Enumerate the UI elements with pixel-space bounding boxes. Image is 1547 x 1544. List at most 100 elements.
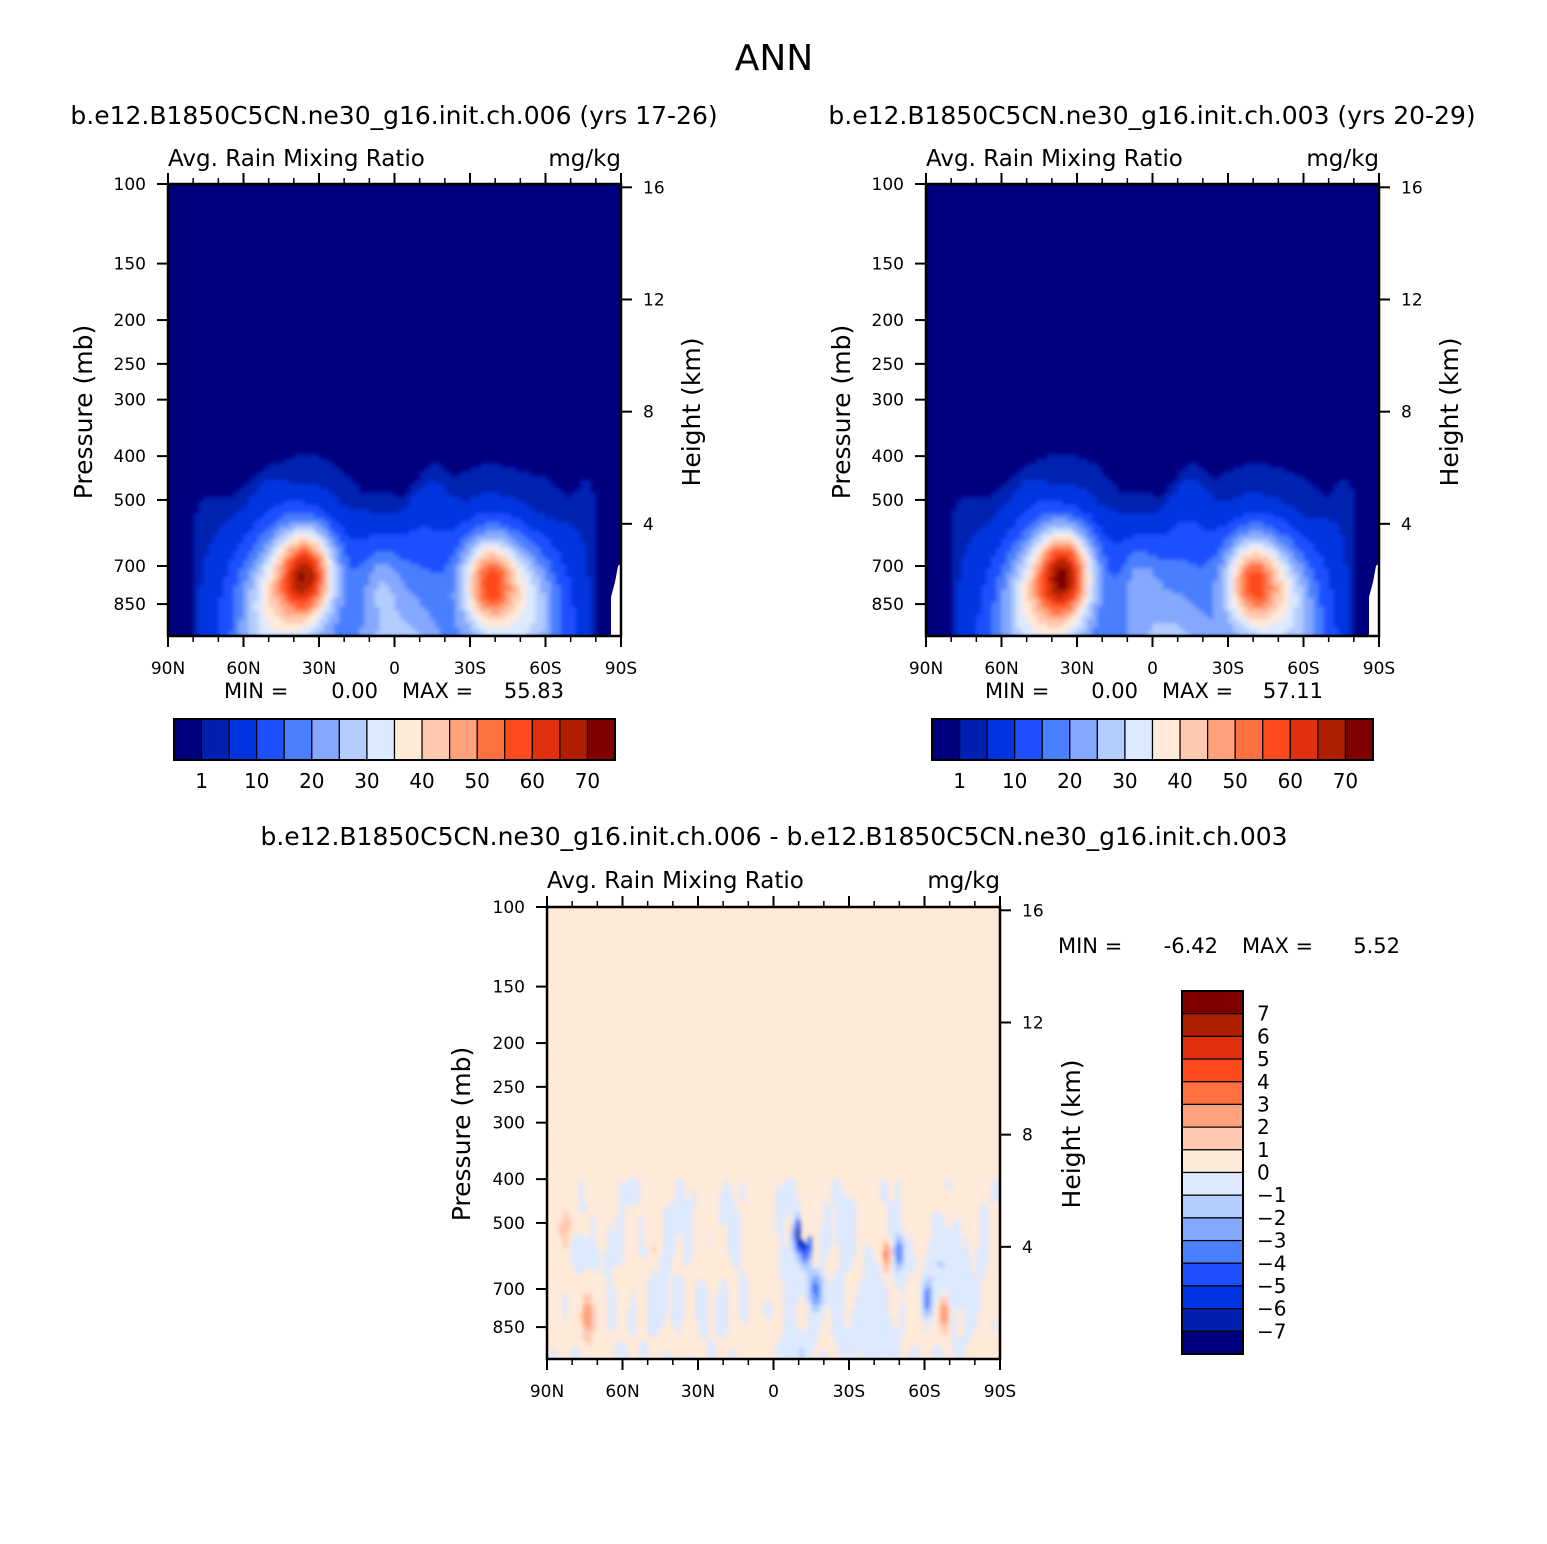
field-cell <box>399 530 406 536</box>
field-cell <box>1157 526 1164 532</box>
field-cell <box>1222 496 1229 502</box>
field-cell <box>1333 492 1340 498</box>
field-cell <box>575 517 582 523</box>
field-cell <box>1212 496 1219 502</box>
field-cell <box>996 568 1003 574</box>
field-cell <box>1117 543 1123 548</box>
field-cell <box>218 547 224 553</box>
field-cell <box>233 564 240 570</box>
field-cell <box>1222 522 1229 527</box>
field-cell <box>273 568 280 574</box>
field-cell <box>203 547 209 553</box>
field-cell <box>374 517 380 523</box>
field-cell <box>419 547 426 553</box>
field-cell <box>1293 475 1300 481</box>
field-cell <box>334 475 340 481</box>
field-cell <box>1056 475 1063 481</box>
field-cell <box>414 484 421 489</box>
field-cell <box>485 471 491 477</box>
field-cell <box>1041 479 1048 485</box>
field-cell <box>1248 475 1254 481</box>
field-cell <box>1278 538 1284 544</box>
field-cell <box>1338 560 1345 565</box>
field-cell <box>384 505 391 510</box>
field-cell <box>1328 513 1335 519</box>
field-cell <box>379 543 386 548</box>
field-cell <box>540 509 547 515</box>
field-cell <box>1041 522 1048 527</box>
field-cell <box>480 538 486 544</box>
field-cell <box>590 623 597 629</box>
field-cell <box>1202 538 1209 544</box>
field-cell <box>1248 517 1254 523</box>
field-cell <box>223 589 229 595</box>
field-cell <box>329 619 335 624</box>
field-cell <box>1202 547 1209 553</box>
field-cell <box>1192 479 1199 485</box>
field-cell <box>329 471 335 477</box>
field-cell <box>555 627 562 633</box>
field-cell <box>369 568 375 574</box>
field-cell <box>520 522 526 527</box>
field-cell <box>329 513 335 519</box>
field-cell <box>218 581 224 586</box>
field-cell <box>485 496 491 502</box>
field-cell <box>1238 513 1244 519</box>
field-cell <box>243 564 250 570</box>
field-cell <box>1207 484 1214 489</box>
field-cell <box>515 602 521 608</box>
field-cell <box>1273 475 1279 481</box>
field-cell <box>1117 547 1123 553</box>
field-cell <box>1202 555 1209 561</box>
y-tick-label: 400 <box>114 447 146 467</box>
field-cell <box>1021 551 1028 557</box>
field-cell <box>339 593 345 599</box>
field-cell <box>575 564 582 570</box>
field-cell <box>1016 543 1023 548</box>
field-cell <box>319 517 325 523</box>
field-cell <box>374 564 380 570</box>
field-cell <box>1217 505 1224 510</box>
field-cell <box>1268 564 1274 570</box>
field-cell <box>298 602 305 608</box>
field-cell <box>354 627 360 633</box>
field-cell <box>238 522 245 527</box>
field-cell <box>1077 500 1083 506</box>
field-cell <box>1318 492 1325 498</box>
field-cell <box>1273 500 1279 506</box>
field-cell <box>1162 555 1169 561</box>
field-cell <box>404 598 411 603</box>
field-cell <box>308 471 315 477</box>
field-cell <box>490 513 496 519</box>
field-cell <box>520 623 526 629</box>
field-cell <box>585 560 592 565</box>
colorbar-label: 10 <box>244 769 269 793</box>
field-cell <box>308 576 315 582</box>
field-cell <box>1338 568 1345 574</box>
field-cell <box>515 560 521 565</box>
field-cell <box>379 513 386 519</box>
field-cell <box>540 619 547 624</box>
field-cell <box>495 589 501 595</box>
field-cell <box>198 614 204 620</box>
field-cell <box>1142 509 1149 515</box>
field-cell <box>213 627 219 633</box>
field-cell <box>1122 551 1128 557</box>
field-cell <box>258 522 265 527</box>
field-cell <box>971 500 977 506</box>
field-cell <box>1092 492 1098 498</box>
field-cell <box>976 555 982 561</box>
field-cell <box>500 593 506 599</box>
field-cell <box>1177 564 1184 570</box>
panel-case-006-min-value: 0.00 <box>331 679 378 703</box>
field-cell <box>248 568 255 574</box>
field-cell <box>354 598 360 603</box>
field-cell <box>238 606 245 612</box>
field-cell <box>273 475 280 481</box>
field-cell <box>480 593 486 599</box>
field-cell <box>444 593 451 599</box>
colorbar-box <box>366 718 396 761</box>
field-cell <box>228 509 235 515</box>
field-cell <box>319 458 325 464</box>
field-cell <box>565 631 572 636</box>
